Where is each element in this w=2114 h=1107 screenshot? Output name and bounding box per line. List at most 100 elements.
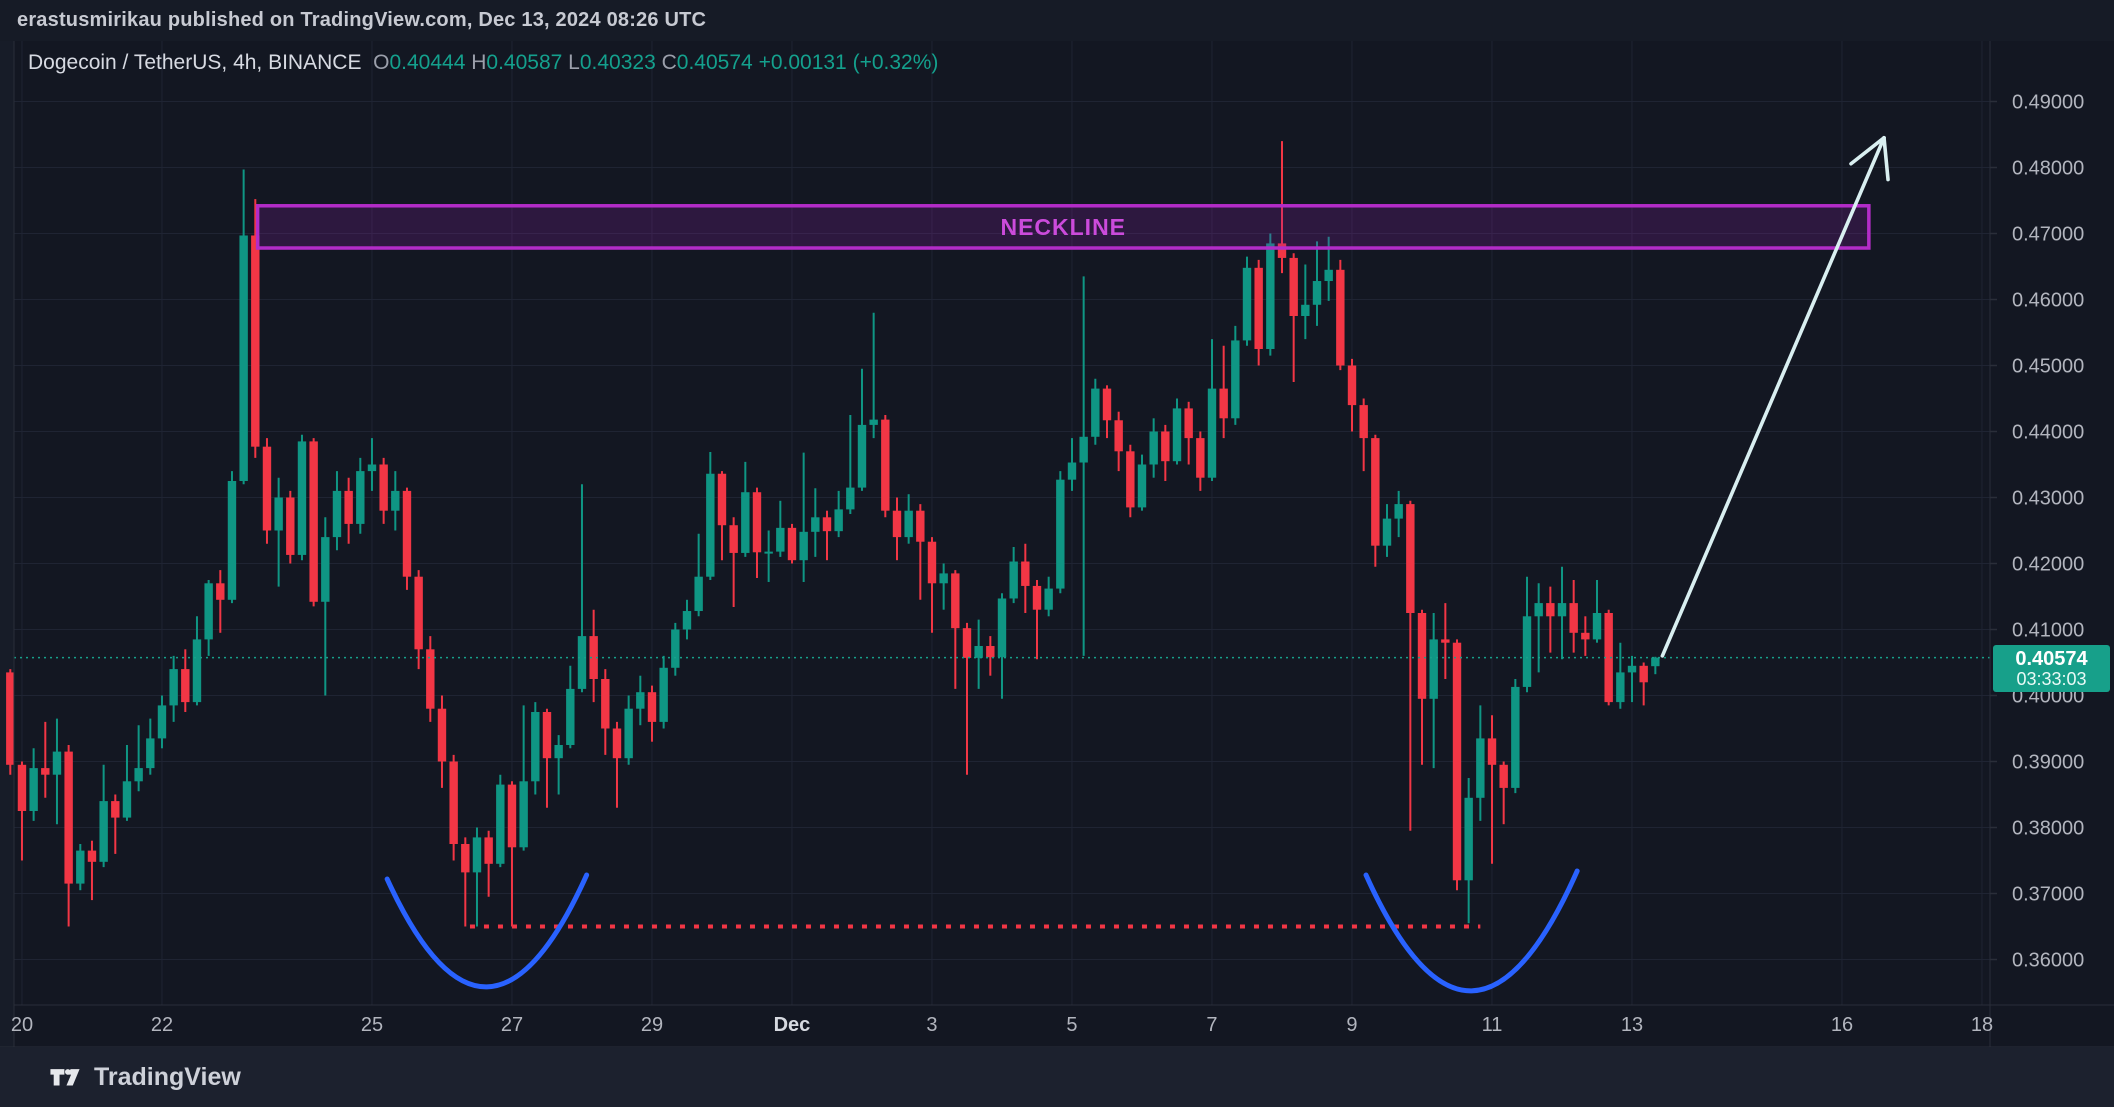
candle-body: [1114, 420, 1123, 452]
candle-body: [1651, 657, 1660, 667]
candle-body: [1102, 388, 1112, 421]
candle-body: [1079, 436, 1088, 463]
candle-body: [951, 573, 960, 629]
projection-arrow-head: [1849, 136, 1886, 166]
cup-arc-1: [384, 872, 590, 990]
candle-body: [1021, 561, 1030, 586]
candle-body: [297, 441, 307, 555]
last-price-value: 0.40574: [2015, 648, 2088, 670]
candle-body: [846, 487, 855, 510]
symbol-legend: Dogecoin / TetherUS, 4h, BINANCE O0.4044…: [28, 51, 938, 75]
time-axis-label[interactable]: 25: [361, 1014, 383, 1036]
symbol-interval[interactable]: 4h: [233, 51, 257, 74]
candle-body: [87, 850, 97, 862]
ohlc-o-label: O: [373, 51, 390, 74]
price-axis-label[interactable]: 0.46000: [2012, 290, 2084, 312]
candle-body: [531, 712, 540, 782]
time-axis-label[interactable]: 16: [1831, 1014, 1853, 1036]
candle-body: [589, 636, 598, 679]
price-axis-label[interactable]: 0.43000: [2012, 488, 2084, 510]
candle-body: [111, 801, 120, 818]
candle-body: [1394, 504, 1403, 519]
publish-header: erastusmirikau published on TradingView.…: [0, 0, 2114, 41]
price-axis-label[interactable]: 0.39000: [2012, 752, 2084, 774]
candle-body: [1511, 686, 1520, 788]
price-axis-label[interactable]: 0.42000: [2012, 554, 2084, 576]
candle-body: [1207, 388, 1217, 478]
price-axis-label[interactable]: 0.38000: [2012, 818, 2084, 840]
candle-body: [41, 768, 50, 775]
price-axis-label[interactable]: 0.45000: [2012, 356, 2084, 378]
time-axis-label[interactable]: 9: [1346, 1014, 1357, 1036]
time-axis-label[interactable]: 3: [926, 1014, 937, 1036]
candle-body: [1616, 672, 1625, 703]
time-axis-label[interactable]: Dec: [774, 1014, 811, 1036]
candle-body: [507, 784, 517, 848]
candle-body: [671, 629, 680, 668]
candle-body: [484, 837, 493, 864]
candle-body: [1289, 257, 1298, 316]
candle-body: [1032, 585, 1042, 610]
price-axis-label[interactable]: 0.49000: [2012, 92, 2084, 114]
candle-body: [1312, 281, 1322, 305]
candle-body: [1009, 561, 1018, 599]
candle-body: [892, 510, 902, 538]
candle-body: [776, 527, 785, 552]
price-axis-label[interactable]: 0.36000: [2012, 950, 2084, 972]
time-axis-label[interactable]: 7: [1206, 1014, 1217, 1036]
candle-body: [1499, 764, 1508, 788]
candle-body: [367, 464, 377, 472]
time-axis-label[interactable]: 22: [151, 1014, 173, 1036]
candle-body: [391, 490, 400, 511]
candle-body: [869, 419, 878, 425]
time-axis-label[interactable]: 5: [1066, 1014, 1077, 1036]
price-axis-label[interactable]: 0.41000: [2012, 620, 2084, 642]
candle-body: [1044, 588, 1053, 610]
candle-body: [857, 424, 867, 488]
tradingview-logo[interactable]: TradingView: [48, 1060, 241, 1094]
time-axis-label[interactable]: 11: [1482, 1014, 1503, 1036]
candle-body: [1569, 603, 1578, 633]
price-axis-label[interactable]: 0.37000: [2012, 884, 2084, 906]
candle-body: [939, 573, 948, 584]
candle-body: [437, 708, 447, 762]
neckline-label: NECKLINE: [1000, 214, 1126, 240]
footer-bar: TradingView: [0, 1047, 2114, 1107]
candle-body: [554, 745, 563, 759]
candle-body: [1452, 642, 1462, 881]
candle-body: [1266, 243, 1275, 349]
candle-body: [99, 801, 108, 862]
candle-body: [764, 551, 773, 554]
candle-body: [64, 751, 73, 884]
candle-body: [332, 490, 342, 538]
publish-text: erastusmirikau published on TradingView.…: [17, 9, 707, 31]
time-axis-label[interactable]: 18: [1971, 1014, 1993, 1036]
candle-body: [1067, 462, 1077, 480]
candle-body: [426, 649, 435, 709]
candle-body: [1557, 603, 1567, 617]
price-axis-label[interactable]: 0.44000: [2012, 422, 2084, 444]
candle-body: [1604, 613, 1613, 703]
price-axis-label[interactable]: 0.47000: [2012, 224, 2084, 246]
candle-body: [612, 728, 622, 759]
projection-arrow-shaft: [1660, 136, 1886, 658]
time-axis-label[interactable]: 27: [501, 1014, 523, 1036]
candle-body: [356, 471, 365, 524]
candle-body: [566, 688, 575, 745]
ohlc-o-value: 0.40444: [389, 51, 466, 74]
candle-body: [321, 537, 330, 602]
candle-body: [834, 509, 843, 532]
time-axis-label[interactable]: 20: [11, 1014, 33, 1036]
candle-body: [799, 531, 808, 561]
candle-body: [1056, 479, 1065, 589]
time-axis-label[interactable]: 13: [1621, 1014, 1643, 1036]
time-axis-label[interactable]: 29: [641, 1014, 663, 1036]
candle-body: [309, 441, 318, 602]
projection-arrow-head: [1882, 136, 1890, 182]
candle-body: [927, 541, 937, 584]
candle-body: [192, 639, 202, 703]
candle-body: [1301, 304, 1310, 316]
candle-body: [1277, 243, 1287, 258]
price-axis-label[interactable]: 0.48000: [2012, 158, 2084, 180]
